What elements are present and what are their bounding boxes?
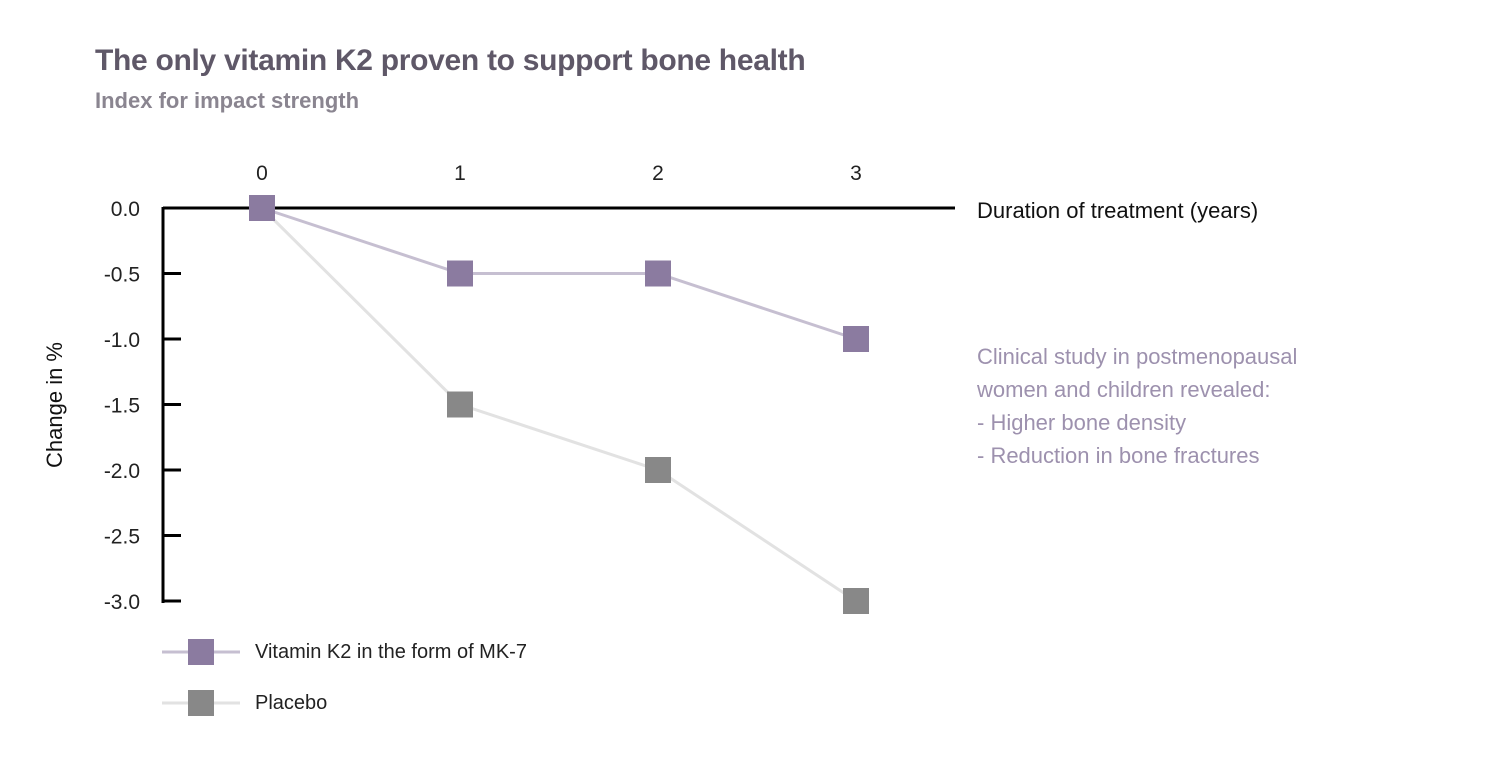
- legend-label-mk7: Vitamin K2 in the form of MK-7: [255, 641, 527, 663]
- series-line-mk7: [261, 206, 857, 341]
- x-tick-label: 1: [454, 162, 466, 185]
- annotation-line: Clinical study in postmenopausal: [977, 344, 1298, 369]
- data-point-mk7: [645, 260, 671, 287]
- y-tick-label: -2.0: [104, 460, 140, 483]
- x-tick-label: 2: [652, 162, 664, 185]
- legend-label-placebo: Placebo: [255, 692, 328, 714]
- data-point-mk7: [843, 326, 869, 352]
- x-tick-label: 0: [256, 162, 268, 185]
- x-tick-label: 3: [850, 162, 862, 185]
- chart-title: The only vitamin K2 proven to support bo…: [95, 44, 806, 77]
- data-point-mk7: [249, 195, 275, 221]
- data-point-placebo: [645, 457, 671, 483]
- x-axis-label: Duration of treatment (years): [977, 198, 1258, 223]
- study-annotation: Clinical study in postmenopausal women a…: [977, 340, 1297, 472]
- series-line-placebo: [260, 206, 857, 603]
- data-point-placebo: [447, 391, 473, 418]
- y-tick-label: -2.5: [104, 526, 140, 549]
- y-tick-label: 0.0: [111, 198, 140, 221]
- legend-marker: [188, 690, 214, 716]
- y-tick-label: -1.5: [104, 395, 140, 418]
- legend-marker: [188, 639, 214, 665]
- data-point-placebo: [843, 588, 869, 614]
- y-tick-label: -0.5: [104, 264, 140, 287]
- annotation-line: - Higher bone density: [977, 410, 1187, 435]
- data-point-mk7: [447, 260, 473, 287]
- y-tick-label: -1.0: [104, 329, 140, 352]
- y-axis-label: Change in %: [42, 342, 67, 468]
- y-tick-label: -3.0: [104, 591, 140, 614]
- annotation-line: women and children revealed:: [977, 377, 1271, 402]
- annotation-line: - Reduction in bone fractures: [977, 443, 1260, 468]
- chart-subtitle: Index for impact strength: [95, 88, 360, 113]
